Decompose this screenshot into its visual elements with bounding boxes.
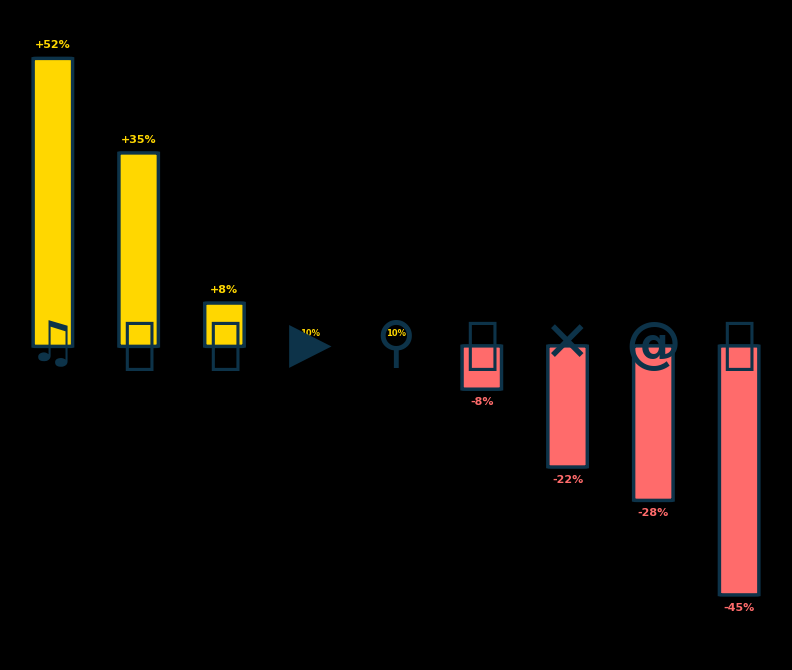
FancyBboxPatch shape [33,58,73,346]
Text: -28%: -28% [638,509,669,519]
FancyBboxPatch shape [462,346,501,389]
FancyBboxPatch shape [204,303,244,346]
Text: ▶: ▶ [289,319,332,373]
Text: Ⓕ: Ⓕ [465,319,498,373]
Text: +8%: +8% [211,285,238,295]
Text: 10%: 10% [300,329,320,338]
Text: ⚲: ⚲ [375,319,417,373]
FancyBboxPatch shape [119,153,158,346]
Text: -8%: -8% [470,397,493,407]
FancyBboxPatch shape [719,346,759,595]
Text: ♫: ♫ [28,319,78,373]
Text: @: @ [626,319,681,373]
Text: ✕: ✕ [544,319,591,373]
Text: +52%: +52% [35,40,70,50]
FancyBboxPatch shape [548,346,588,467]
Text: ⌛: ⌛ [722,319,756,373]
Text: -45%: -45% [724,603,755,613]
FancyBboxPatch shape [634,346,673,500]
Text: 10%: 10% [386,329,406,338]
Text: +35%: +35% [121,135,157,145]
Text: -22%: -22% [552,475,583,485]
Text: ⓘ: ⓘ [208,319,241,373]
Text: Ⓛ: Ⓛ [122,319,155,373]
